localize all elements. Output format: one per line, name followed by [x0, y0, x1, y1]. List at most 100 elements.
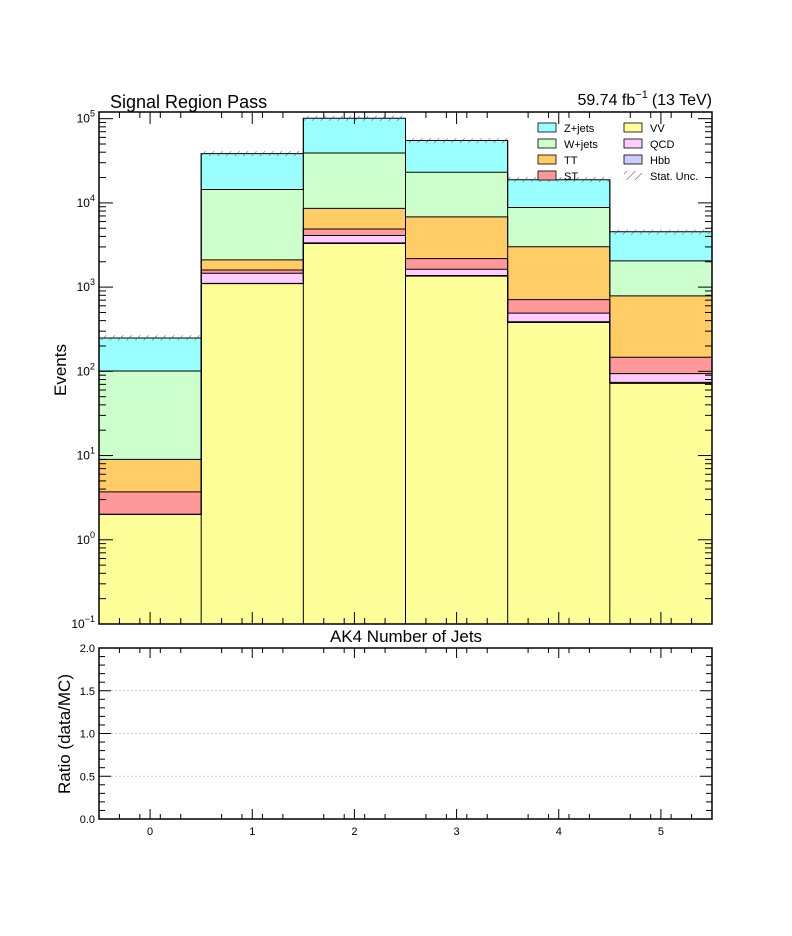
stat-unc-bin-4: [507, 176, 610, 182]
x-tick-label: 0: [147, 826, 153, 838]
bar-w-jets-bin-5: [609, 260, 712, 296]
x-tick-label: 4: [556, 826, 562, 838]
x-tick-label: 5: [658, 826, 664, 838]
bar-vv-bin-0: [99, 514, 202, 624]
legend-label: VV: [650, 123, 665, 135]
bar-st-bin-0: [99, 491, 202, 515]
bar-qcd-bin-2: [303, 235, 406, 243]
legend-label: Stat. Unc.: [650, 171, 698, 183]
legend-swatch: [623, 122, 643, 133]
x-tick-label: 1: [249, 826, 255, 838]
bar-z-jets-bin-4: [507, 179, 610, 208]
y-tick-base: 10: [77, 533, 91, 547]
ratio-y-tick-label: 0.5: [80, 771, 95, 783]
bar-w-jets-bin-1: [201, 189, 304, 260]
y-tick-base: 10: [77, 196, 91, 210]
main-panel-frame: [98, 111, 713, 625]
bar-w-jets-bin-2: [303, 153, 406, 209]
legend-swatch: [537, 170, 557, 181]
bar-qcd-bin-1: [201, 273, 304, 284]
legend-swatch: [537, 154, 557, 165]
bar-w-jets-bin-4: [507, 207, 610, 247]
y-tick-exponent: 2: [90, 361, 95, 371]
bar-z-jets-bin-5: [609, 231, 712, 261]
y-tick-base: 10: [77, 112, 91, 126]
stack-outlines: [99, 117, 712, 624]
bar-z-jets-bin-3: [405, 140, 508, 173]
legend-entry-z-jets: Z+jets: [537, 122, 595, 135]
legend-swatch: [537, 138, 557, 149]
legend-entry-st: ST: [537, 170, 578, 183]
bar-tt-bin-3: [405, 216, 508, 259]
lumi-exponent: −1: [635, 89, 648, 101]
series-tt: [99, 208, 712, 492]
y-tick-base: 10: [77, 280, 91, 294]
y-tick-label: 102: [77, 361, 95, 378]
lumi-value: 59.74 fb: [577, 92, 635, 109]
legend-label: TT: [564, 155, 578, 167]
bar-w-jets-bin-0: [99, 370, 202, 460]
series-st: [99, 228, 712, 515]
legend-label: QCD: [650, 139, 675, 151]
x-axis-label: AK4 Number of Jets: [330, 627, 482, 646]
energy-label: (13 TeV): [652, 92, 712, 109]
bar-tt-bin-2: [303, 208, 406, 229]
legend-entry-qcd: QCD: [623, 138, 675, 151]
stat-unc-bin-5: [609, 229, 712, 235]
bar-z-jets-bin-0: [99, 337, 202, 371]
y-tick-exponent: 3: [90, 277, 95, 287]
legend-label: ST: [564, 171, 578, 183]
bar-vv-bin-3: [405, 276, 508, 624]
y-tick-exponent: 1: [90, 446, 95, 456]
bar-vv-bin-4: [507, 322, 610, 624]
legend-entry-vv: VV: [623, 122, 665, 135]
plot-title: Signal Region Pass: [110, 92, 267, 112]
legend-entry-tt: TT: [537, 154, 578, 167]
bar-st-bin-4: [507, 299, 610, 314]
stacked-histogram: [99, 115, 712, 624]
series-qcd: [201, 235, 712, 383]
y-tick-exponent: −1: [85, 614, 95, 624]
legend-swatch: [623, 154, 643, 165]
y-tick-label: 105: [77, 109, 95, 126]
legend-entry-stat-unc-: Stat. Unc.: [624, 171, 698, 183]
bar-st-bin-3: [405, 258, 508, 270]
bar-tt-bin-5: [609, 295, 712, 358]
y-tick-base: 10: [71, 617, 85, 631]
bar-tt-bin-1: [201, 259, 304, 270]
ratio-panel-frame: [98, 647, 713, 820]
bar-qcd-bin-4: [507, 313, 610, 322]
bar-qcd-bin-3: [405, 269, 508, 276]
stat-unc-bin-1: [201, 151, 304, 157]
y-tick-base: 10: [77, 449, 91, 463]
legend-swatch: [623, 138, 643, 149]
series-z-jets: [99, 118, 712, 371]
bar-z-jets-bin-2: [303, 118, 406, 154]
ratio-y-tick-label: 2.0: [80, 643, 95, 655]
ratio-y-tick-label: 0.0: [80, 814, 95, 826]
ratio-axis-ticks: 0.0 0.5 1.0 1.5 2.0 0 1 2 3 4 5: [80, 643, 712, 838]
legend-label: Hbb: [650, 155, 670, 167]
legend-swatch: [537, 122, 557, 133]
legend-entry-w-jets: W+jets: [537, 138, 598, 151]
bar-vv-bin-1: [201, 283, 304, 624]
y-tick-exponent: 4: [90, 193, 95, 203]
y-tick-exponent: 0: [90, 530, 95, 540]
legend-label: Z+jets: [564, 123, 595, 135]
bar-st-bin-2: [303, 228, 406, 236]
luminosity-label: 59.74 fb−1 (13 TeV): [577, 89, 712, 109]
bar-tt-bin-0: [99, 459, 202, 492]
y-tick-exponent: 5: [90, 109, 95, 119]
series-vv: [99, 243, 712, 624]
ratio-y-axis-label: Ratio (data/MC): [55, 674, 74, 794]
y-tick-label: 10−1: [71, 614, 95, 631]
ratio-y-tick-label: 1.5: [80, 686, 95, 698]
x-tick-label: 3: [454, 826, 460, 838]
y-tick-label: 100: [77, 530, 95, 547]
legend-entry-hbb: Hbb: [623, 154, 670, 167]
bar-qcd-bin-5: [609, 373, 712, 383]
bar-st-bin-1: [201, 269, 304, 274]
